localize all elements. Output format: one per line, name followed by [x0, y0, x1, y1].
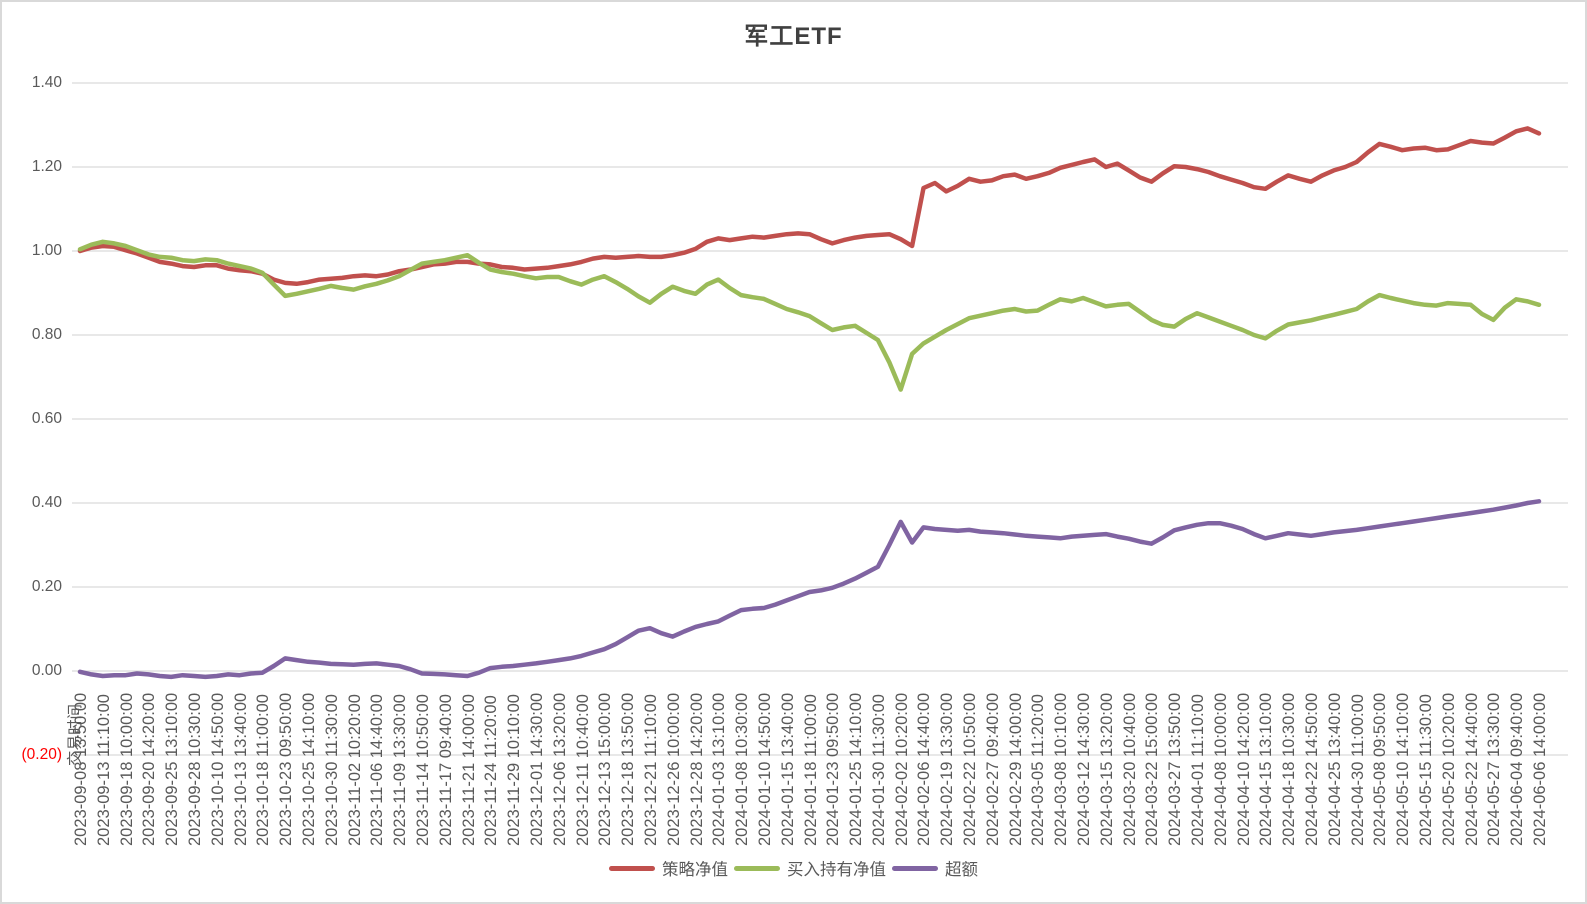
- y-tick-label: 0.00: [31, 662, 62, 679]
- x-tick-label: 2024-01-03 13:10:00: [710, 692, 729, 846]
- y-tick-label: 1.20: [31, 158, 62, 175]
- legend-item-1: 买入持有净值: [734, 856, 886, 880]
- y-tick-label: (0.20): [21, 746, 63, 763]
- x-tick-label: 2024-01-08 10:30:00: [733, 692, 752, 846]
- x-tick-label: 2024-05-20 10:20:00: [1439, 692, 1458, 846]
- x-tick-label: 2024-01-15 13:40:00: [778, 692, 797, 846]
- x-tick-label: 2024-06-06 14:00:00: [1531, 692, 1549, 846]
- x-tick-label: 2024-01-30 11:30:00: [869, 694, 888, 846]
- x-tick-label: 2024-06-04 09:40:00: [1508, 692, 1527, 846]
- x-tick-label: 2024-05-15 11:30:00: [1417, 694, 1436, 846]
- x-tick-label: 2023-10-10 14:50:00: [208, 692, 227, 846]
- x-tick-label: 2024-04-10 14:20:00: [1234, 692, 1253, 846]
- x-tick-label: 2024-02-19 13:30:00: [938, 692, 957, 846]
- legend-label: 买入持有净值: [787, 861, 886, 879]
- x-tick-label: 2024-04-22 14:50:00: [1303, 692, 1322, 846]
- x-tick-label: 2024-04-15 13:10:00: [1257, 692, 1276, 846]
- x-axis-title: 交易时间: [67, 703, 84, 766]
- legend-label: 超额: [945, 861, 978, 879]
- x-tick-label: 2023-10-18 11:00:00: [254, 694, 273, 846]
- x-tick-label: 2024-02-06 14:40:00: [915, 692, 934, 846]
- x-tick-label: 2023-11-29 10:10:00: [505, 694, 524, 846]
- y-tick-label: 0.60: [31, 410, 62, 427]
- y-tick-label: 0.40: [31, 494, 62, 511]
- x-tick-label: 2023-12-11 10:40:00: [573, 694, 592, 846]
- series-line-0: [77, 126, 1542, 287]
- legend: 策略净值 买入持有净值 超额: [0, 856, 1587, 880]
- series-line-1: [77, 239, 1542, 392]
- chart-title: 军工ETF: [744, 23, 843, 50]
- x-tick-label: 2023-11-21 14:00:00: [459, 694, 478, 846]
- series-line-2: [77, 499, 1542, 680]
- x-tick-label: 2023-11-02 10:20:00: [345, 694, 364, 846]
- y-tick-label: 1.40: [31, 74, 62, 91]
- y-tick-label: 0.80: [31, 326, 62, 343]
- x-tick-label: 2023-10-13 13:40:00: [231, 692, 250, 846]
- x-tick-label: 2023-09-18 10:00:00: [117, 692, 136, 846]
- x-tick-label: 2024-04-01 11:10:00: [1189, 694, 1208, 846]
- x-tick-label: 2024-01-10 14:50:00: [755, 692, 774, 846]
- x-tick-label: 2023-09-20 14:20:00: [140, 692, 159, 846]
- x-tick-label: 2024-05-27 13:30:00: [1485, 692, 1504, 846]
- x-tick-label: 2024-05-10 14:10:00: [1394, 692, 1413, 846]
- legend-item-2: 超额: [892, 856, 978, 880]
- x-tick-label: 2024-03-08 10:10:00: [1052, 692, 1071, 846]
- x-tick-label: 2023-11-17 09:40:00: [436, 694, 455, 846]
- legend-item-0: 策略净值: [609, 856, 728, 880]
- x-tick-label: 2023-12-18 13:50:00: [619, 692, 638, 846]
- x-tick-label: 2023-11-09 13:30:00: [391, 694, 410, 846]
- x-tick-label: 2024-02-29 14:00:00: [1006, 692, 1025, 846]
- legend-line-swatch: [734, 865, 780, 871]
- legend-line-swatch: [892, 865, 938, 871]
- x-tick-label: 2024-02-02 10:20:00: [892, 692, 911, 846]
- x-tick-label: 2023-12-28 14:20:00: [687, 692, 706, 846]
- x-tick-label: 2024-03-15 13:20:00: [1097, 692, 1116, 846]
- x-tick-label: 2023-12-06 13:20:00: [550, 692, 569, 846]
- x-tick-label: 2024-03-22 15:00:00: [1143, 692, 1162, 846]
- x-tick-label: 2024-01-23 09:50:00: [824, 692, 843, 846]
- x-tick-label: 2024-01-18 11:00:00: [801, 694, 820, 846]
- x-tick-label: 2024-01-25 14:10:00: [847, 692, 866, 846]
- x-tick-label: 2024-02-27 09:40:00: [983, 692, 1002, 846]
- x-tick-label: 2024-04-08 10:00:00: [1211, 692, 1230, 846]
- x-tick-label: 2023-12-21 11:10:00: [641, 694, 660, 846]
- x-tick-label: 2023-12-13 15:00:00: [596, 692, 615, 846]
- legend-label: 策略净值: [662, 861, 728, 879]
- x-tick-label: 2023-11-06 14:40:00: [368, 694, 387, 846]
- x-tick-label: 2024-03-12 14:30:00: [1075, 692, 1094, 846]
- x-tick-label: 2024-05-22 14:40:00: [1462, 692, 1481, 846]
- x-tick-label: 2023-12-26 10:00:00: [664, 692, 683, 846]
- x-tick-label: 2024-02-22 10:50:00: [961, 692, 980, 846]
- x-tick-label: 2023-11-14 10:50:00: [413, 694, 432, 846]
- x-tick-label: 2024-04-25 13:40:00: [1325, 692, 1344, 846]
- x-tick-label: 2024-03-20 10:40:00: [1120, 692, 1139, 846]
- x-tick-label: 2023-12-01 14:30:00: [527, 692, 546, 846]
- x-tick-label: 2023-10-30 11:30:00: [322, 694, 341, 846]
- x-tick-label: 2023-09-13 11:10:00: [94, 694, 113, 846]
- legend-line-swatch: [609, 865, 655, 871]
- y-tick-label: 1.00: [31, 242, 62, 259]
- x-tick-label: 2023-10-23 09:50:00: [277, 692, 296, 846]
- x-tick-label: 2024-03-27 13:50:00: [1166, 692, 1185, 846]
- x-tick-label: 2024-04-30 11:00:00: [1348, 694, 1367, 846]
- y-tick-label: 0.20: [31, 578, 62, 595]
- x-tick-label: 2024-03-05 11:20:00: [1029, 694, 1048, 846]
- x-tick-label: 2023-10-25 14:10:00: [299, 692, 318, 846]
- x-tick-label: 2023-09-28 10:30:00: [185, 692, 204, 846]
- x-tick-label: 2024-05-08 09:50:00: [1371, 692, 1390, 846]
- x-tick-label: 2023-09-25 13:10:00: [163, 692, 182, 846]
- x-tick-label: 2023-11-24 11:20:00: [482, 695, 501, 846]
- x-tick-label: 2024-04-18 10:30:00: [1280, 692, 1299, 846]
